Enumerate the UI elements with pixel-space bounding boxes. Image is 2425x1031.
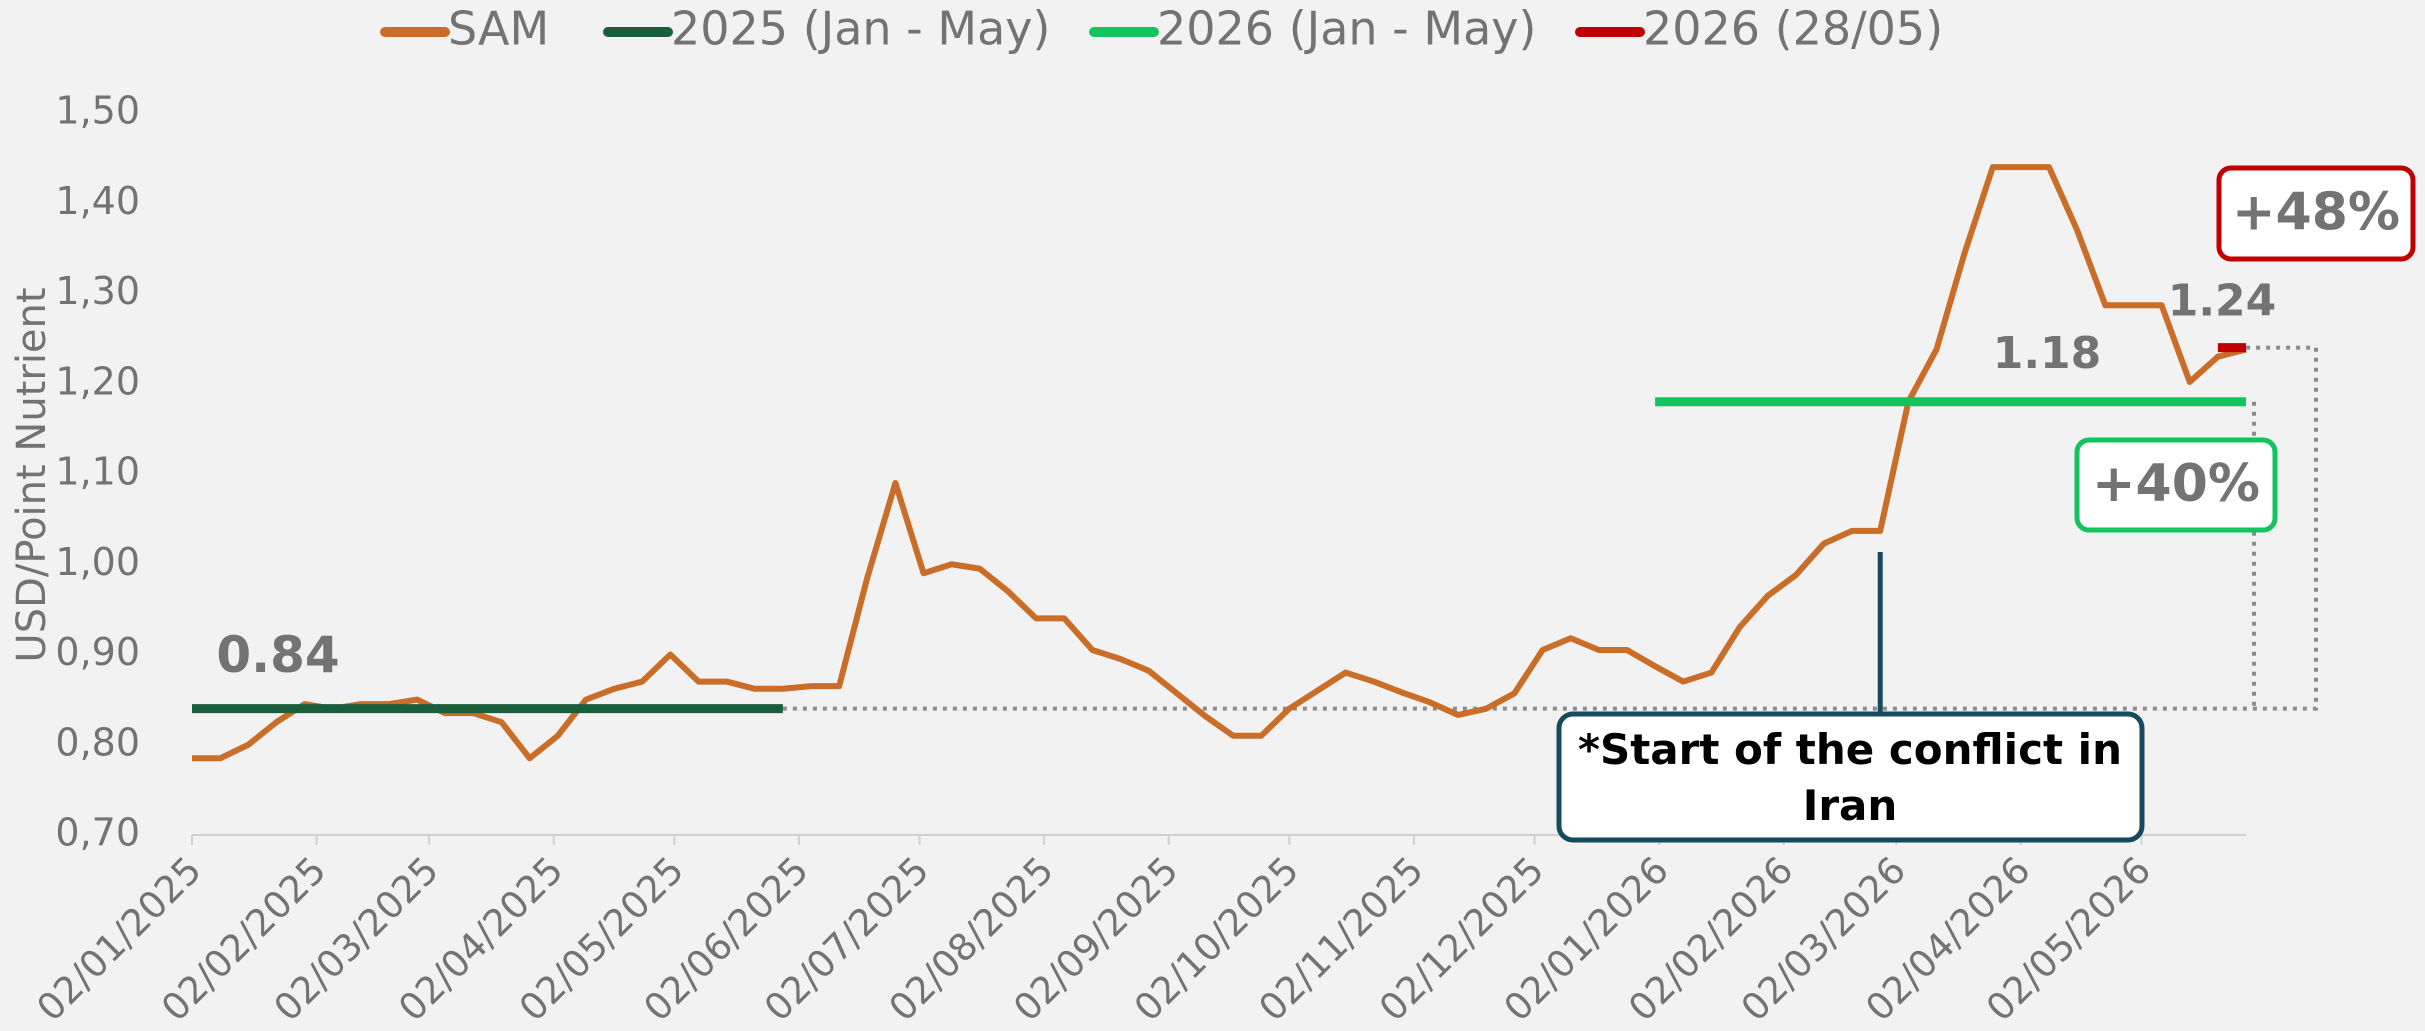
legend-label: 2026 (Jan - May) xyxy=(1157,2,1536,56)
legend-label: 2025 (Jan - May) xyxy=(671,2,1050,56)
y-tick-label: 0,90 xyxy=(55,630,140,674)
annotation-box xyxy=(2074,437,2278,533)
annotation-box xyxy=(1556,711,2145,843)
y-tick-label: 1,30 xyxy=(55,269,140,313)
legend-label: SAM xyxy=(448,2,549,56)
data-label: 1.18 xyxy=(1993,328,2102,379)
y-tick-label: 1,40 xyxy=(55,179,140,223)
annotation-text: *Start of the conflict in Iran xyxy=(1578,725,2122,830)
y-tick-label: 1,00 xyxy=(55,540,140,584)
annotation-text-line: *Start of the conflict in xyxy=(1578,725,2122,774)
connector xyxy=(782,345,2318,711)
y-tick-label: 1,10 xyxy=(55,450,140,494)
y-tick-label: 1,20 xyxy=(55,359,140,403)
legend-label: 2026 (28/05) xyxy=(1643,2,1943,56)
y-tick-label: 0,70 xyxy=(55,811,140,855)
line xyxy=(192,164,2247,762)
y-axis-label: USD/Point Nutrient xyxy=(9,287,55,662)
data-label: 0.84 xyxy=(216,626,339,684)
y-tick-label: 1,50 xyxy=(55,89,140,133)
annotation-text: +48% xyxy=(2232,183,2400,243)
y-tick-label: 0,80 xyxy=(55,720,140,764)
annotation-text: +40% xyxy=(2092,454,2260,514)
data-label: 1.24 xyxy=(2168,276,2277,327)
annotation-text-line: Iran xyxy=(1803,781,1898,830)
annotation-box xyxy=(2216,165,2416,262)
